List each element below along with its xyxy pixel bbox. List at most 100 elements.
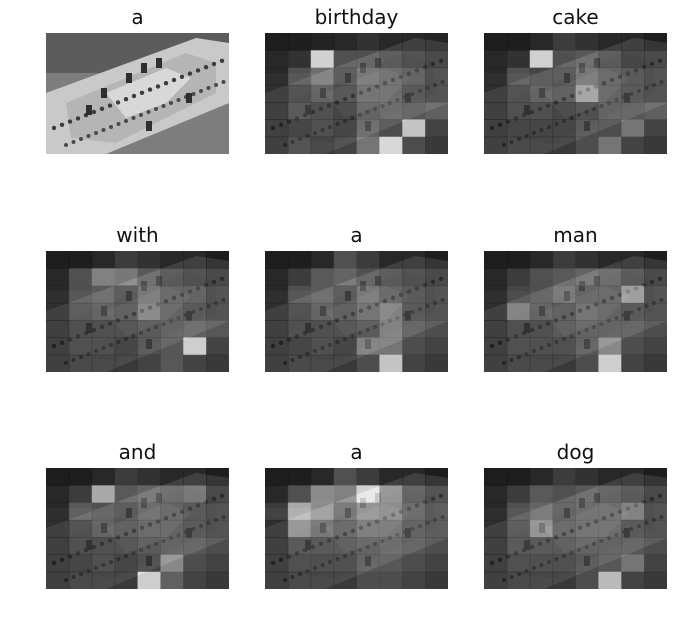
attention-cell: [91, 537, 116, 555]
attention-cell: [206, 251, 229, 269]
attention-cell: [265, 285, 289, 304]
attention-cell: [552, 519, 576, 538]
attention-cell: [206, 554, 229, 573]
attention-cell: [46, 468, 70, 486]
attention-cell: [552, 67, 576, 86]
attention-cell: [310, 102, 335, 120]
attention-cell: [114, 337, 138, 356]
panel-caption: a: [350, 223, 363, 247]
attention-cell: [333, 468, 357, 486]
attention-cell: [206, 337, 229, 356]
attention-cell: [506, 571, 531, 589]
attention-cell: [621, 50, 645, 69]
attention-cell: [425, 320, 448, 338]
attention-cell: [114, 285, 138, 304]
attention-cell: [183, 354, 207, 372]
attention-cell: [68, 519, 93, 538]
attention-overlay: [46, 251, 229, 372]
attention-overlay: [46, 468, 229, 589]
attention-cell: [46, 537, 70, 555]
attention-cell: [287, 354, 312, 372]
attention-cell: [265, 50, 289, 69]
attention-cell: [333, 571, 357, 589]
panel-image: [265, 468, 448, 589]
attention-cell: [402, 354, 426, 372]
attention-cell: [575, 502, 599, 521]
attention-cell: [644, 354, 667, 372]
attention-cell: [529, 251, 554, 269]
attention-cell: [183, 519, 207, 538]
attention-cell: [265, 468, 289, 486]
attention-cell: [644, 302, 667, 321]
attention-cell: [287, 268, 312, 287]
attention-cell: [484, 485, 508, 504]
attention-cell: [206, 354, 229, 372]
attention-cell: [206, 485, 229, 504]
attention-cell: [425, 84, 448, 103]
attention-cell: [356, 519, 380, 538]
attention-cell: [484, 285, 508, 304]
attention-cell: [287, 136, 312, 154]
attention-cell: [529, 519, 554, 538]
attention-cell: [402, 67, 426, 86]
attention-cell: [265, 354, 289, 372]
attention-cell: [644, 468, 667, 486]
attention-cell: [506, 354, 531, 372]
panel-caption: and: [118, 440, 157, 464]
attention-cell: [91, 485, 116, 504]
attention-cell: [356, 468, 380, 486]
attention-cell: [206, 302, 229, 321]
attention-cell: [575, 67, 599, 86]
attention-cell: [402, 84, 426, 103]
attention-cell: [402, 485, 426, 504]
attention-cell: [310, 251, 335, 269]
attention-cell: [114, 354, 138, 372]
attention-cell: [265, 119, 289, 138]
attention-cell: [356, 502, 380, 521]
attention-cell: [506, 50, 531, 69]
attention-cell: [552, 119, 576, 138]
attention-cell: [265, 102, 289, 120]
attention-cell: [529, 119, 554, 138]
attention-cell: [484, 84, 508, 103]
attention-cell: [379, 485, 403, 504]
attention-cell: [598, 102, 622, 120]
panel-caption: a: [131, 5, 144, 29]
attention-cell: [552, 102, 576, 120]
attention-cell: [46, 337, 70, 356]
attention-cell: [160, 571, 184, 589]
attention-cell: [160, 251, 184, 269]
panel-svg: [265, 33, 448, 154]
attention-cell: [484, 102, 508, 120]
attention-cell: [575, 554, 599, 573]
attention-cell: [621, 537, 645, 555]
attention-cell: [425, 251, 448, 269]
attention-cell: [644, 33, 667, 51]
attention-cell: [114, 268, 138, 287]
attention-cell: [621, 554, 645, 573]
attention-cell: [598, 50, 622, 69]
attention-cell: [484, 50, 508, 69]
attention-cell: [333, 554, 357, 573]
attention-cell: [402, 50, 426, 69]
attention-cell: [68, 337, 93, 356]
attention-cell: [598, 485, 622, 504]
attention-cell: [356, 50, 380, 69]
attention-cell: [265, 251, 289, 269]
attention-cell: [137, 519, 161, 538]
attention-cell: [425, 268, 448, 287]
attention-cell: [265, 302, 289, 321]
attention-cell: [598, 468, 622, 486]
attention-cell: [310, 320, 335, 338]
attention-cell: [506, 468, 531, 486]
attention-cell: [379, 285, 403, 304]
attention-cell: [598, 67, 622, 86]
attention-cell: [529, 67, 554, 86]
attention-cell: [379, 67, 403, 86]
panel-caption: with: [116, 223, 159, 247]
attention-cell: [402, 285, 426, 304]
attention-cell: [598, 554, 622, 573]
attention-cell: [91, 320, 116, 338]
attention-cell: [310, 519, 335, 538]
attention-cell: [484, 33, 508, 51]
